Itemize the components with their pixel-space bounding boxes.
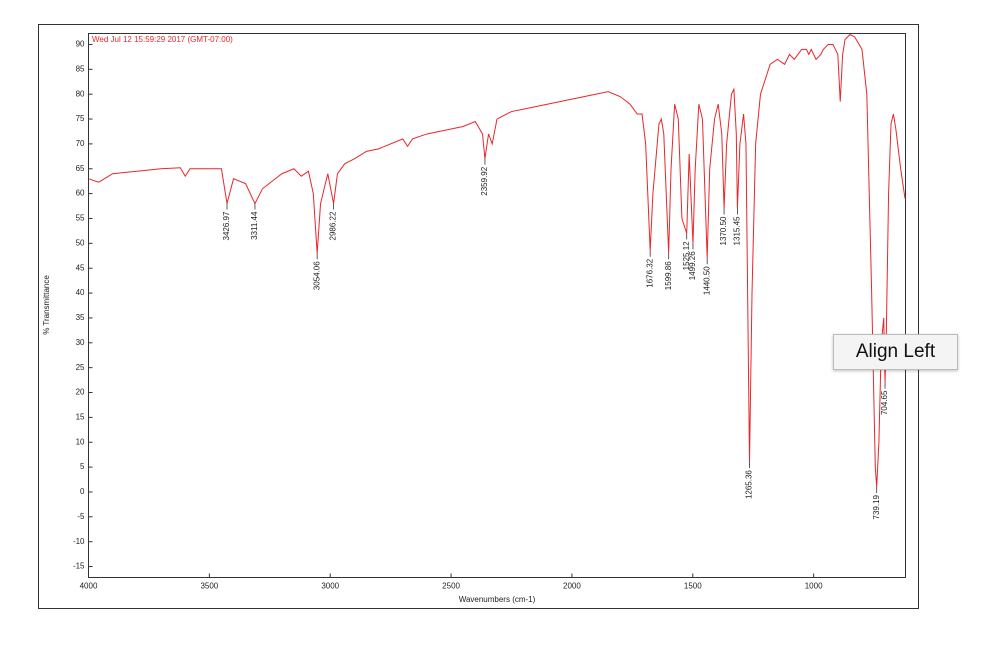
x-tick-label: 2000 — [563, 582, 581, 591]
x-tick-label: 1000 — [805, 582, 823, 591]
y-tick-label: -15 — [73, 562, 85, 571]
y-tick-label: -10 — [73, 537, 85, 546]
x-axis-label: Wavenumbers (cm-1) — [459, 595, 536, 604]
y-tick-label: 90 — [76, 40, 85, 49]
peak-label: 704.65 — [880, 390, 889, 415]
x-tick-label: 3500 — [200, 582, 218, 591]
peak-label: 1440.50 — [702, 266, 711, 295]
peak-label: 3426.97 — [222, 211, 231, 240]
y-tick-label: 35 — [76, 313, 85, 322]
plot-area — [88, 33, 906, 578]
peak-label: 2359.92 — [480, 166, 489, 195]
y-tick-label: 25 — [76, 363, 85, 372]
peak-label: 1499.26 — [688, 251, 697, 280]
peak-label: 1370.50 — [719, 216, 728, 245]
y-tick-label: 55 — [76, 214, 85, 223]
y-tick-label: 40 — [76, 288, 85, 297]
peak-label: 2986.22 — [329, 211, 338, 240]
y-tick-label: 10 — [76, 437, 85, 446]
x-tick-label: 1500 — [684, 582, 702, 591]
y-axis-label: % Transmittance — [42, 275, 51, 335]
timestamp: Wed Jul 12 15:59:29 2017 (GMT-07:00) — [92, 35, 233, 44]
y-tick-label: 5 — [80, 462, 85, 471]
y-tick-label: 80 — [76, 89, 85, 98]
y-tick-label: 85 — [76, 64, 85, 73]
y-tick-label: 0 — [80, 487, 85, 496]
y-tick-label: 15 — [76, 412, 85, 421]
y-tick-label: 45 — [76, 263, 85, 272]
spectrum-line — [88, 33, 906, 488]
peak-label: 1265.36 — [745, 470, 754, 499]
y-tick-label: 20 — [76, 388, 85, 397]
peak-label: 3054.06 — [312, 261, 321, 290]
y-tick-label: -5 — [77, 512, 85, 521]
y-tick-label: 60 — [76, 189, 85, 198]
x-tick-label: 2500 — [442, 582, 460, 591]
y-tick-label: 50 — [76, 238, 85, 247]
peak-label: 739.19 — [872, 494, 881, 519]
peak-label: 3311.44 — [250, 211, 259, 240]
peak-label: 1525.12 — [682, 241, 691, 270]
tooltip: Align Left — [833, 334, 958, 370]
x-tick-label: 3000 — [321, 582, 339, 591]
peak-label: 1315.45 — [733, 216, 742, 245]
y-tick-label: 30 — [76, 338, 85, 347]
frame — [38, 24, 919, 609]
y-tick-label: 65 — [76, 164, 85, 173]
peak-label: 1599.86 — [664, 261, 673, 290]
peak-label: 1676.32 — [645, 258, 654, 287]
y-tick-label: 70 — [76, 139, 85, 148]
x-tick-label: 4000 — [80, 582, 98, 591]
y-tick-label: 75 — [76, 114, 85, 123]
